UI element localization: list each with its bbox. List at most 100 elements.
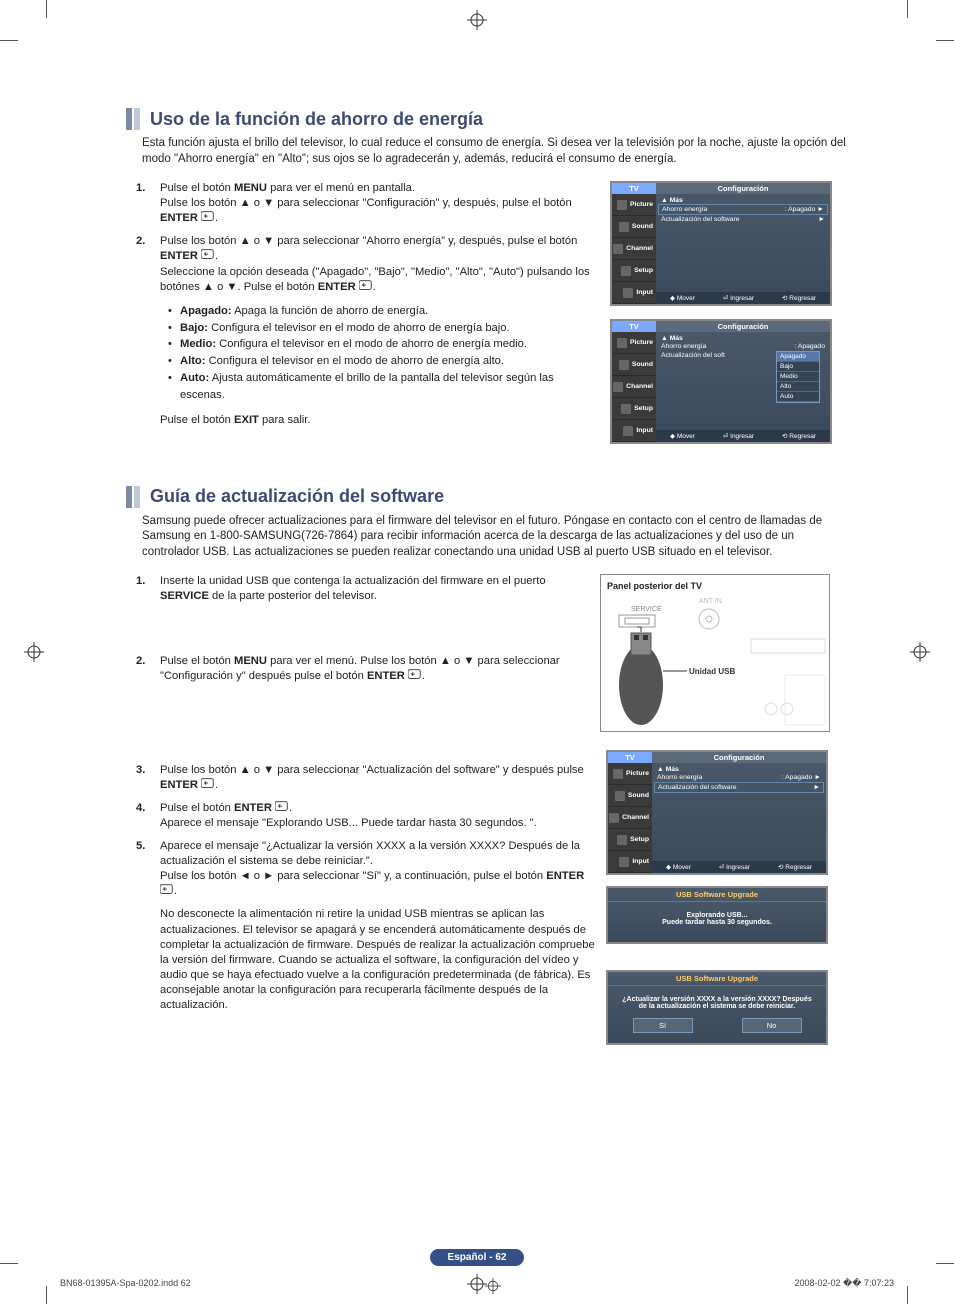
tv-sidebar-item-setup: Setup (608, 829, 652, 851)
tv-hint-return: ⟲ Regresar (782, 432, 816, 440)
page: Uso de la función de ahorro de energía E… (0, 0, 954, 1304)
tv-sidebar-item-channel: Channel (612, 376, 656, 398)
footer-meta: BN68-01395A-Spa-0202.indd 62 2008-02-02 … (0, 1278, 954, 1294)
step-5: 5. Aparece el mensaje "¿Actualizar la ve… (136, 839, 596, 899)
steps-column: 1. Pulse el botón MENU para ver el menú … (126, 181, 596, 426)
tv-menu-row-energy: Ahorro energía: Apagado ► (658, 204, 828, 215)
tv-sidebar-item-picture: Picture (612, 332, 656, 354)
usb-confirm-dialog: USB Software Upgrade ¿Actualizar la vers… (606, 970, 828, 1045)
dialog-title: USB Software Upgrade (608, 972, 826, 986)
figure-column: TV Picture Sound Channel Setup Input Con… (596, 181, 832, 426)
step-body: Pulse el botón MENU para ver el menú. Pu… (160, 654, 596, 684)
tv-sidebar: TV Picture Sound Channel Setup Input (612, 183, 656, 304)
channel-icon (613, 244, 623, 254)
section-heading: Uso de la función de ahorro de energía (126, 108, 846, 130)
gear-icon (617, 835, 627, 845)
tv-dropdown-item: Alto (777, 382, 819, 392)
tv-sidebar-item-setup: Setup (612, 398, 656, 420)
tv-more-label: ▲ Más (661, 197, 825, 204)
tv-sidebar-item-input: Input (612, 420, 656, 442)
tv-sidebar-head: TV (612, 321, 656, 332)
heading-bar (126, 108, 132, 130)
input-icon (623, 288, 633, 298)
step-number: 1. (136, 181, 160, 226)
tv-dropdown-item: Medio (777, 372, 819, 382)
tv-hint-move: ◆ Mover (670, 432, 695, 440)
tv-menu-row-energy: Ahorro energía: Apagado ► (657, 773, 821, 782)
warning-text: No desconecte la alimentación ni retire … (136, 907, 596, 1013)
channel-icon (613, 382, 623, 392)
usb-scanning-dialog: USB Software Upgrade Explorando USB... P… (606, 886, 828, 944)
registration-mark (485, 1278, 501, 1294)
crop-mark (46, 0, 47, 18)
tv-main-body: ▲ Más Ahorro energía: Apagado ► Actualiz… (652, 763, 826, 861)
enter-icon (201, 211, 215, 221)
list-item: Alto: Configura el televisor en el modo … (168, 353, 596, 370)
tv-hint-return: ⟲ Regresar (778, 863, 812, 871)
tv-hint-return: ⟲ Regresar (782, 294, 816, 302)
tv-hint-enter: ⏎ Ingresar (719, 863, 750, 871)
step-1: 1. Inserte la unidad USB que contenga la… (136, 574, 596, 604)
channel-icon (609, 813, 619, 823)
dialog-body: Explorando USB... Puede tardar hasta 30 … (608, 902, 826, 942)
tv-dropdown: Apagado Bajo Medio Alto Auto (776, 351, 820, 403)
tv-sidebar-head: TV (608, 752, 652, 763)
tv-sidebar-item-picture: Picture (612, 194, 656, 216)
tv-sidebar-item-setup: Setup (612, 260, 656, 282)
steps-column: 1. Inserte la unidad USB que contenga la… (126, 574, 596, 1021)
service-label: SERVICE (631, 606, 662, 613)
no-button[interactable]: No (742, 1018, 802, 1033)
section-title: Guía de actualización del software (150, 486, 444, 507)
enter-icon (160, 884, 174, 894)
dialog-title: USB Software Upgrade (608, 888, 826, 902)
registration-mark (24, 642, 44, 662)
exit-instruction: Pulse el botón EXIT para salir. (160, 414, 596, 426)
tv-menu-row-energy: Ahorro energía: Apagado (661, 342, 825, 351)
tv-main-panel: Configuración ▲ Más Ahorro energía: Apag… (652, 752, 826, 873)
dialog-buttons: Sí No (608, 1014, 826, 1043)
heading-bar (134, 486, 140, 508)
step-number: 3. (136, 763, 160, 793)
figure-column: Panel posterior del TV SERVICE ANT IN (596, 574, 832, 1021)
usb-label: Unidad USB (689, 667, 735, 676)
tv-dropdown-item: Bajo (777, 362, 819, 372)
antin-label: ANT IN (699, 598, 722, 605)
tv-menu-screenshot-update: TV Picture Sound Channel Setup Input Con… (606, 750, 828, 875)
enter-icon (359, 280, 373, 290)
tv-sidebar-item-sound: Sound (612, 354, 656, 376)
enter-icon (201, 249, 215, 259)
enter-icon (275, 801, 289, 811)
yes-button[interactable]: Sí (633, 1018, 693, 1033)
tv-hint-move: ◆ Mover (666, 863, 691, 871)
input-icon (623, 426, 633, 436)
tv-more-label: ▲ Más (661, 335, 825, 342)
step-number: 4. (136, 801, 160, 831)
tv-main-title: Configuración (652, 752, 826, 763)
screen-icon (617, 200, 627, 210)
tv-main-panel: Configuración ▲ Más Ahorro energía: Apag… (656, 321, 830, 442)
gear-icon (621, 266, 631, 276)
tv-hint-enter: ⏎ Ingresar (723, 432, 754, 440)
chevron-right-icon: ► (814, 774, 821, 781)
screen-icon (613, 769, 623, 779)
step-number: 5. (136, 839, 160, 899)
tv-sidebar-item-channel: Channel (608, 807, 652, 829)
tv-sidebar-item-channel: Channel (612, 238, 656, 260)
step-4: 4. Pulse el botón ENTER . Aparece el men… (136, 801, 596, 831)
crop-mark (907, 0, 908, 18)
tv-sidebar-item-picture: Picture (608, 763, 652, 785)
screen-icon (617, 338, 627, 348)
back-panel-diagram: Panel posterior del TV SERVICE ANT IN (600, 574, 830, 732)
enter-icon (201, 778, 215, 788)
tv-main-panel: Configuración ▲ Más Ahorro energía: Apag… (656, 183, 830, 304)
step-body: Pulse los botón ▲ o ▼ para seleccionar "… (160, 763, 596, 793)
content-area: Uso de la función de ahorro de energía E… (126, 108, 846, 1061)
page-footer: Español - 62 (0, 1249, 954, 1266)
crop-mark (936, 40, 954, 41)
section-software-update: Guía de actualización del software Samsu… (126, 486, 846, 1022)
crop-mark (0, 40, 18, 41)
step-body: Aparece el mensaje "¿Actualizar la versi… (160, 839, 596, 899)
section-heading: Guía de actualización del software (126, 486, 846, 508)
step-body: Pulse el botón ENTER . Aparece el mensaj… (160, 801, 596, 831)
tv-sidebar-item-sound: Sound (608, 785, 652, 807)
